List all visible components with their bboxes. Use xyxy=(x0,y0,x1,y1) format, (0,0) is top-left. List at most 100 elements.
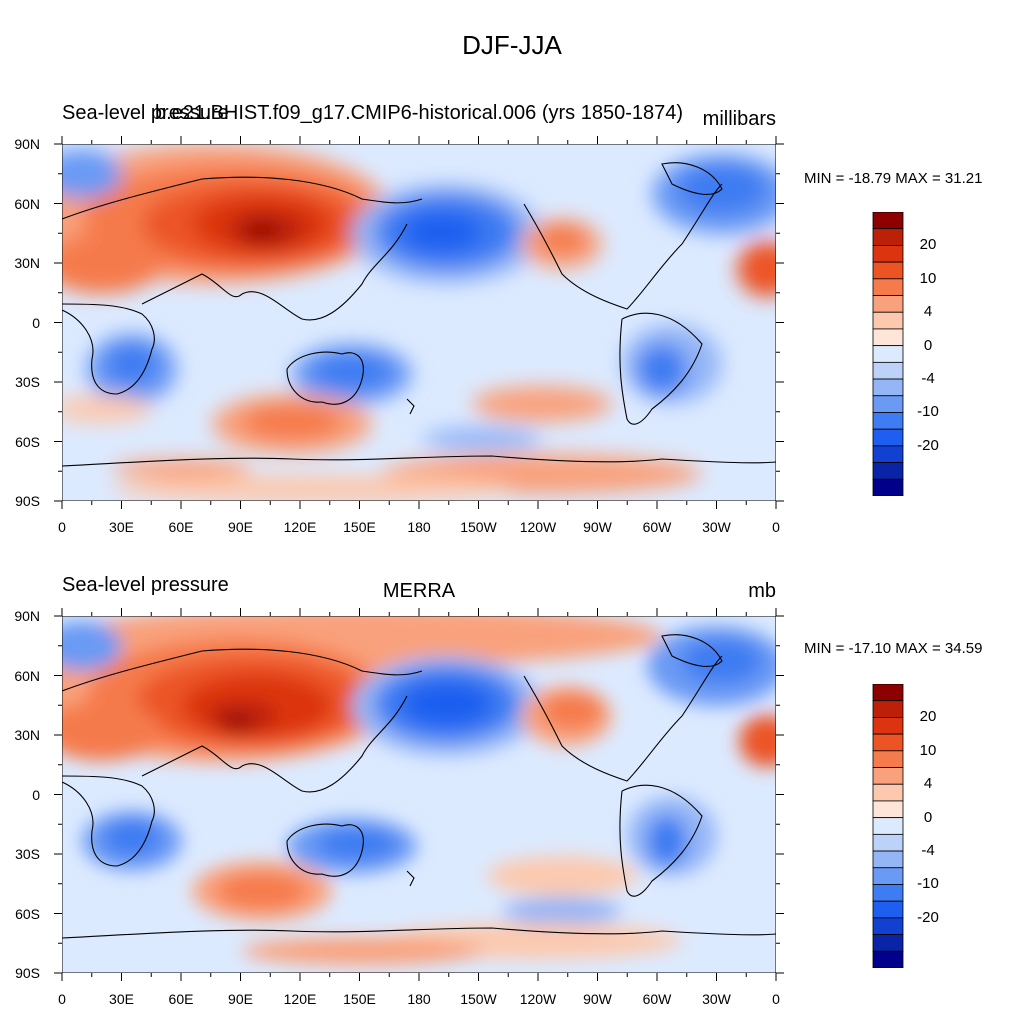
lat-label: 30N xyxy=(14,255,40,271)
colorbar-tick-label: -10 xyxy=(917,403,939,421)
panel-2-map xyxy=(62,616,776,973)
panel-1-left-title: Sea-level pressure xyxy=(62,102,229,124)
panel-2-colorbar xyxy=(872,684,904,968)
colorbar-tick-label: 20 xyxy=(919,236,937,254)
lat-label: 0 xyxy=(32,786,40,803)
lon-label: 120W xyxy=(519,991,557,1007)
lon-label: 60W xyxy=(642,991,672,1007)
lon-label: 120E xyxy=(283,519,317,535)
colorbar-swatch xyxy=(872,867,904,885)
lat-label: 30S xyxy=(15,846,40,862)
lon-label: 90E xyxy=(228,519,253,535)
colorbar-tick-label: 10 xyxy=(919,269,937,287)
colorbar-swatch xyxy=(872,717,904,735)
lon-label: 90W xyxy=(583,519,612,535)
lon-label: 0 xyxy=(772,991,780,1007)
colorbar-swatch xyxy=(872,733,904,752)
panel-1-center-title: b.e21.BHIST.f09_g17.CMIP6-historical.006… xyxy=(154,102,684,124)
lat-label: 60S xyxy=(15,905,40,922)
lat-label: 30S xyxy=(15,374,40,390)
colorbar-swatch xyxy=(872,850,904,869)
colorbar-tick-label: -20 xyxy=(917,908,939,926)
colorbar-swatch xyxy=(872,700,904,718)
colorbar-tick-label: 0 xyxy=(923,808,933,826)
colorbar-swatch xyxy=(872,245,904,263)
lon-label: 60E xyxy=(168,519,194,535)
lon-label: 60W xyxy=(642,519,672,535)
colorbar-swatch xyxy=(872,934,904,952)
colorbar-swatch xyxy=(872,800,904,819)
lon-label: 150W xyxy=(460,519,497,535)
colorbar-tick-label: -4 xyxy=(921,370,935,388)
colorbar-swatch xyxy=(872,462,904,480)
colorbar-swatch xyxy=(872,783,904,802)
colorbar-swatch xyxy=(872,228,904,246)
lat-label: 90N xyxy=(14,608,40,624)
lon-label: 0 xyxy=(58,519,66,535)
lat-label: 90S xyxy=(15,965,40,981)
colorbar-tick-label: -10 xyxy=(917,875,939,893)
lon-label: 180 xyxy=(407,991,431,1007)
colorbar-swatch xyxy=(872,395,904,413)
colorbar-tick-label: 4 xyxy=(923,303,933,321)
colorbar-swatch xyxy=(872,428,904,447)
lon-label: 90W xyxy=(583,991,612,1007)
lon-label: 0 xyxy=(772,519,780,535)
lon-label: 120W xyxy=(519,519,557,535)
lon-label: 180 xyxy=(407,519,431,535)
colorbar-swatch xyxy=(872,478,904,496)
panel-1-colorbar xyxy=(872,212,904,496)
colorbar-swatch xyxy=(872,378,904,397)
colorbar-swatch xyxy=(872,817,904,835)
lon-label: 0 xyxy=(58,991,66,1007)
colorbar-swatch xyxy=(872,328,904,347)
panel-1-map xyxy=(62,144,776,501)
lon-label: 150E xyxy=(343,519,376,535)
panel-1-minmax: MIN = -18.79 MAX = 31.21 xyxy=(804,170,983,187)
colorbar-swatch xyxy=(872,212,904,230)
colorbar-tick-label: -4 xyxy=(921,842,935,860)
lon-label: 60E xyxy=(168,991,194,1007)
colorbar-tick-label: -20 xyxy=(917,436,939,454)
colorbar-swatch xyxy=(872,412,904,430)
colorbar-swatch xyxy=(872,950,904,968)
lon-label: 150W xyxy=(460,991,497,1007)
lat-label: 90N xyxy=(14,136,40,152)
colorbar-tick-label: 4 xyxy=(923,775,933,793)
colorbar-swatch xyxy=(872,750,904,768)
panel-2-units: mb xyxy=(748,580,776,602)
colorbar-swatch xyxy=(872,917,904,935)
lon-label: 90E xyxy=(228,991,253,1007)
colorbar-swatch xyxy=(872,445,904,463)
panel-2-axis-ticks xyxy=(54,608,784,981)
panel-1-axis-ticks xyxy=(54,136,784,509)
lon-label: 30W xyxy=(702,991,731,1007)
colorbar-swatch xyxy=(872,900,904,919)
colorbar-tick-label: 10 xyxy=(919,741,937,759)
colorbar-swatch xyxy=(872,261,904,280)
lat-label: 30N xyxy=(14,727,40,743)
colorbar-tick-label: 20 xyxy=(919,708,937,726)
lat-label: 60N xyxy=(14,667,40,684)
panel-2-left-title: Sea-level pressure xyxy=(62,574,229,596)
lat-label: 60N xyxy=(14,195,40,212)
colorbar-tick-label: 0 xyxy=(923,336,933,354)
colorbar-swatch xyxy=(872,767,904,785)
colorbar-swatch xyxy=(872,295,904,313)
lon-label: 120E xyxy=(283,991,317,1007)
panel-2-center-title: MERRA xyxy=(382,580,456,602)
lat-label: 90S xyxy=(15,493,40,509)
figure-title: DJF-JJA xyxy=(462,30,562,60)
lat-label: 0 xyxy=(32,314,40,331)
colorbar-swatch xyxy=(872,311,904,330)
colorbar-swatch xyxy=(872,361,904,380)
lat-label: 60S xyxy=(15,433,40,450)
panel-1-units: millibars xyxy=(702,108,776,130)
lon-label: 150E xyxy=(343,991,376,1007)
colorbar-swatch xyxy=(872,684,904,702)
panel-2-minmax: MIN = -17.10 MAX = 34.59 xyxy=(804,640,983,657)
colorbar-swatch xyxy=(872,833,904,852)
lon-label: 30E xyxy=(109,519,134,535)
colorbar-swatch xyxy=(872,345,904,363)
lon-label: 30W xyxy=(702,519,731,535)
